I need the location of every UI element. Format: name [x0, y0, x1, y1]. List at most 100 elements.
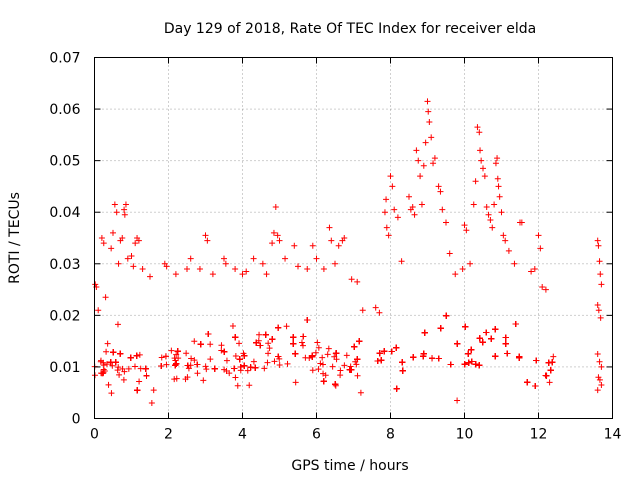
- data-point: [341, 362, 348, 369]
- data-point: [356, 338, 363, 345]
- data-point: [253, 339, 260, 346]
- data-point: [191, 357, 198, 364]
- data-point: [207, 356, 214, 363]
- data-point: [337, 372, 344, 379]
- data-point: [120, 376, 127, 383]
- data-point: [256, 331, 263, 338]
- data-point: [191, 338, 198, 345]
- data-point: [223, 357, 230, 364]
- data-point: [218, 347, 225, 354]
- data-point: [325, 345, 332, 352]
- data-point: [104, 340, 111, 347]
- data-point: [137, 365, 144, 372]
- data-point: [298, 339, 305, 346]
- data-point: [133, 352, 140, 359]
- data-point: [346, 366, 353, 373]
- data-point: [109, 362, 116, 369]
- data-point: [284, 360, 291, 367]
- data-point: [343, 352, 350, 359]
- data-point: [319, 354, 326, 361]
- data-point: [221, 348, 228, 355]
- data-point: [329, 363, 336, 370]
- data-point: [158, 362, 165, 369]
- data-point: [315, 366, 322, 373]
- data-point: [173, 351, 180, 358]
- data-point: [320, 370, 327, 377]
- data-point: [299, 342, 306, 349]
- data-point: [266, 345, 273, 352]
- data-point: [265, 350, 272, 357]
- data-point: [241, 362, 248, 369]
- data-point: [171, 376, 178, 383]
- data-point: [211, 365, 218, 372]
- data-point: [108, 390, 115, 397]
- data-point: [351, 343, 358, 350]
- data-point: [136, 351, 143, 358]
- data-point: [174, 348, 181, 355]
- data-point: [304, 316, 311, 323]
- data-point: [168, 347, 175, 354]
- data-point: [103, 348, 110, 355]
- data-point: [324, 351, 331, 358]
- data-point: [331, 353, 338, 360]
- data-point: [194, 370, 201, 377]
- data-point: [290, 334, 297, 341]
- data-point: [143, 372, 150, 379]
- data-point: [116, 371, 123, 378]
- data-point: [292, 350, 299, 357]
- data-point: [97, 358, 104, 365]
- data-point: [105, 381, 112, 388]
- data-point: [315, 344, 322, 351]
- data-point: [127, 354, 134, 361]
- data-point: [107, 359, 114, 366]
- data-point: [119, 365, 126, 372]
- data-point: [232, 353, 239, 360]
- data-point: [205, 330, 212, 337]
- data-point: [194, 361, 201, 368]
- data-point: [117, 350, 124, 357]
- data-point: [125, 365, 132, 372]
- data-point: [271, 358, 278, 365]
- data-point: [319, 361, 326, 368]
- data-point: [275, 353, 282, 360]
- data-point: [354, 372, 361, 379]
- data-point: [202, 363, 209, 370]
- data-point: [115, 364, 122, 371]
- data-point: [184, 374, 191, 381]
- data-point: [207, 341, 214, 348]
- data-point: [265, 340, 272, 347]
- data-point: [163, 353, 170, 360]
- data-point: [226, 370, 233, 377]
- data-point: [252, 364, 259, 371]
- data-point: [158, 354, 165, 361]
- data-point: [269, 336, 276, 343]
- data-point: [163, 361, 170, 368]
- data-point: [114, 321, 121, 328]
- data-point: [292, 379, 299, 386]
- data-point: [188, 355, 195, 362]
- data-point: [246, 382, 253, 389]
- data-point: [110, 349, 117, 356]
- data-point: [203, 366, 210, 373]
- data-point: [173, 360, 180, 367]
- data-point: [261, 365, 268, 372]
- data-point: [134, 387, 141, 394]
- data-point: [320, 378, 327, 385]
- data-point: [99, 370, 106, 377]
- data-point: [229, 323, 236, 330]
- data-point: [218, 342, 225, 349]
- data-point: [221, 366, 228, 373]
- data-point: [276, 362, 283, 369]
- data-point: [309, 367, 316, 374]
- data-point: [250, 358, 257, 365]
- data-point: [172, 362, 179, 369]
- data-point: [232, 334, 239, 341]
- data-point: [353, 361, 360, 368]
- data-point: [185, 365, 192, 372]
- data-point: [136, 378, 143, 385]
- data-point: [317, 360, 324, 367]
- data-point: [184, 362, 191, 369]
- data-point: [300, 333, 307, 340]
- data-point: [234, 382, 241, 389]
